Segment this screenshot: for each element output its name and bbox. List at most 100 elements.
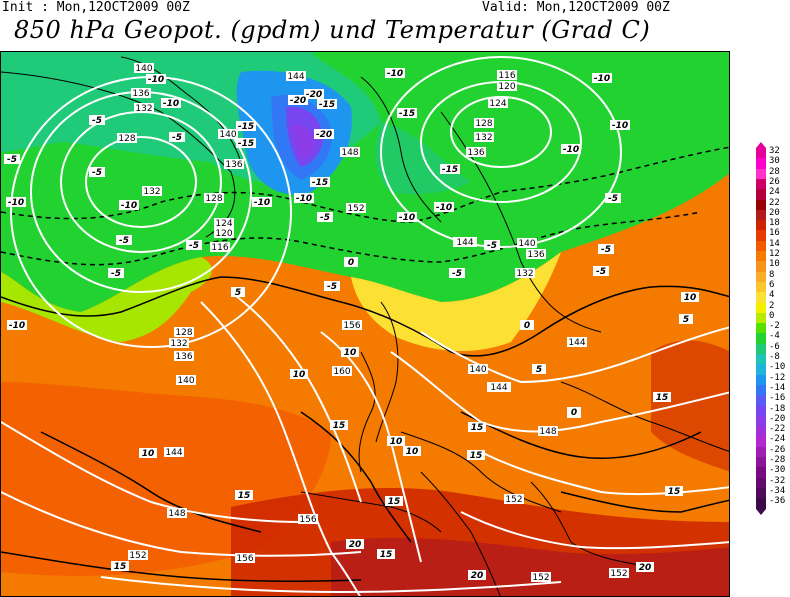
legend-label: 30 xyxy=(769,156,780,167)
temperature-label: -10 xyxy=(252,197,272,208)
legend-swatch xyxy=(756,384,766,396)
temperature-label: 15 xyxy=(330,420,348,431)
svg-text:15: 15 xyxy=(471,423,484,433)
svg-text:152: 152 xyxy=(532,573,549,583)
geopotential-label: 136 xyxy=(131,88,151,99)
geopotential-label: 136 xyxy=(224,159,244,170)
legend-label: 10 xyxy=(769,259,780,270)
geopotential-label: 128 xyxy=(117,133,137,144)
temperature-label: -5 xyxy=(449,268,465,279)
svg-text:5: 5 xyxy=(235,288,241,298)
temperature-label: 5 xyxy=(231,287,245,298)
legend-label: 12 xyxy=(769,249,780,259)
legend-swatch xyxy=(756,292,766,303)
temperature-label: -5 xyxy=(484,240,500,251)
legend-swatch xyxy=(756,333,766,345)
svg-text:140: 140 xyxy=(177,376,194,386)
svg-text:136: 136 xyxy=(225,160,242,170)
temperature-label: -5 xyxy=(593,266,609,277)
temperature-label: 15 xyxy=(468,422,486,433)
geopotential-label: 140 xyxy=(517,238,537,249)
svg-text:128: 128 xyxy=(118,134,135,144)
temperature-label: 15 xyxy=(467,450,485,461)
temperature-label: -10 xyxy=(6,197,26,208)
svg-text:128: 128 xyxy=(475,119,492,129)
temperature-label: 15 xyxy=(665,486,683,497)
temperature-label: -5 xyxy=(317,212,333,223)
geopotential-label: 132 xyxy=(134,103,154,114)
legend-label: -2 xyxy=(769,321,780,332)
svg-text:140: 140 xyxy=(518,239,535,249)
temperature-label: -5 xyxy=(89,115,105,126)
legend-swatch xyxy=(756,426,766,437)
svg-text:15: 15 xyxy=(388,497,401,507)
geopotential-label: 160 xyxy=(332,366,352,377)
temperature-label: 15 xyxy=(385,496,403,507)
svg-text:-10: -10 xyxy=(436,203,452,213)
svg-text:15: 15 xyxy=(470,451,483,461)
legend-label: -12 xyxy=(769,372,786,383)
legend-label: -22 xyxy=(769,424,786,435)
svg-text:124: 124 xyxy=(215,219,232,229)
svg-text:10: 10 xyxy=(406,447,419,457)
geopotential-label: 132 xyxy=(142,186,162,197)
geopotential-label: 156 xyxy=(298,514,318,525)
geopotential-label: 148 xyxy=(167,508,187,519)
east-warm xyxy=(651,340,729,472)
svg-text:15: 15 xyxy=(333,421,346,431)
legend-label: -18 xyxy=(769,403,786,414)
svg-text:116: 116 xyxy=(498,71,515,81)
svg-text:156: 156 xyxy=(343,321,360,331)
temperature-label: 10 xyxy=(290,369,308,380)
svg-text:15: 15 xyxy=(656,393,669,403)
svg-text:10: 10 xyxy=(293,370,306,380)
svg-text:116: 116 xyxy=(211,243,228,253)
cool-band xyxy=(1,257,212,342)
legend-swatch xyxy=(756,178,766,190)
legend-label: -30 xyxy=(769,465,786,476)
temperature-label: 5 xyxy=(679,314,693,325)
valid-time-label: Valid: Mon,12OCT2009 00Z xyxy=(482,0,670,15)
legend-swatch xyxy=(756,158,766,170)
geopotential-label: 116 xyxy=(210,242,230,253)
svg-text:-15: -15 xyxy=(319,100,335,110)
geopotential-label: 144 xyxy=(286,71,306,82)
svg-text:10: 10 xyxy=(684,293,697,303)
geopotential-label: 140 xyxy=(176,375,196,386)
svg-text:152: 152 xyxy=(505,495,522,505)
svg-text:-5: -5 xyxy=(7,155,17,165)
legend-swatch xyxy=(756,498,766,509)
svg-text:-15: -15 xyxy=(312,178,328,188)
temperature-label: -10 xyxy=(592,73,612,84)
chart-title: 850 hPa Geopot. (gpdm) und Temperatur (G… xyxy=(14,16,651,44)
temperature-label: -15 xyxy=(317,99,337,110)
svg-text:0: 0 xyxy=(524,321,530,331)
legend-label: -34 xyxy=(769,485,786,496)
temperature-label: 0 xyxy=(567,407,581,418)
legend-swatch xyxy=(756,281,766,293)
legend-label: -36 xyxy=(769,496,786,507)
svg-text:136: 136 xyxy=(527,250,544,260)
svg-text:10: 10 xyxy=(142,449,155,459)
geopotential-label: 136 xyxy=(466,147,486,158)
geopotential-label: 120 xyxy=(497,81,517,92)
legend-label: -24 xyxy=(769,434,786,445)
temperature-label: -5 xyxy=(108,268,124,279)
svg-text:128: 128 xyxy=(205,194,222,204)
svg-text:15: 15 xyxy=(114,562,127,572)
svg-text:20: 20 xyxy=(639,563,652,573)
svg-text:140: 140 xyxy=(219,130,236,140)
legend-swatch xyxy=(756,395,766,406)
legend-label: -14 xyxy=(769,382,786,393)
svg-text:132: 132 xyxy=(516,269,533,279)
legend-swatch xyxy=(756,240,766,252)
legend-swatch xyxy=(756,168,766,180)
svg-text:5: 5 xyxy=(683,315,689,325)
svg-text:-10: -10 xyxy=(254,198,270,208)
svg-text:156: 156 xyxy=(236,554,253,564)
svg-text:128: 128 xyxy=(175,328,192,338)
legend-swatch xyxy=(756,312,766,324)
svg-text:152: 152 xyxy=(610,569,627,579)
temperature-color-legend: 32 30 28 26 24 22 20 18 16 14 12 10 8 6 4 2 0 -2 -4 -6 -8 -10… xyxy=(756,142,790,515)
legend-label: 28 xyxy=(769,166,780,177)
